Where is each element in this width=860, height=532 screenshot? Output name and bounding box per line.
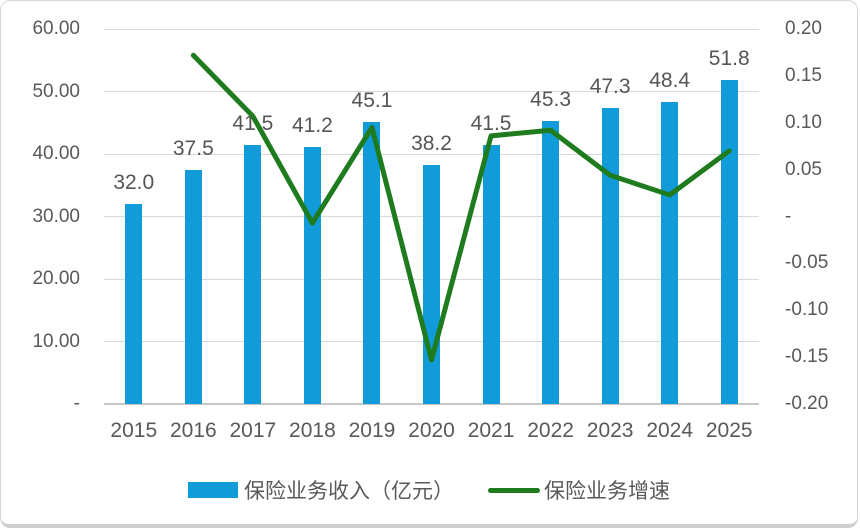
right-axis-tick: 0.10 — [785, 111, 822, 133]
right-axis-tick: 0.20 — [785, 18, 822, 39]
growth-line — [190, 52, 732, 363]
bar-value-label: 38.2 — [411, 132, 452, 156]
revenue-legend-label: 保险业务收入（亿元） — [244, 480, 454, 503]
left-axis-tick: 20.00 — [32, 268, 80, 289]
growth-legend-swatch — [488, 487, 540, 493]
revenue-bar — [125, 204, 143, 404]
x-axis-label: 2018 — [289, 419, 336, 442]
revenue-bar — [601, 108, 619, 404]
revenue-bar — [482, 144, 500, 404]
right-axis-tick: 0.05 — [785, 158, 822, 180]
x-axis-label: 2016 — [169, 419, 217, 442]
revenue-bar — [184, 169, 202, 404]
left-axis-tick: 10.00 — [32, 330, 80, 352]
revenue-legend-swatch — [188, 482, 238, 498]
left-axis-tick: 50.00 — [32, 80, 80, 102]
growth-legend-label: 保险业务增速 — [544, 480, 670, 503]
x-axis-label: 2023 — [586, 419, 634, 442]
left-axis-tick: 40.00 — [32, 143, 80, 164]
right-axis-tick: -0.15 — [785, 346, 829, 368]
x-axis-line — [104, 403, 759, 405]
chart-legend: 保险业务收入（亿元） 保险业务增速 — [1, 473, 857, 507]
revenue-bar — [303, 146, 321, 404]
x-axis-label: 2022 — [527, 419, 574, 442]
legend-item-growth: 保险业务增速 — [488, 475, 670, 505]
revenue-bar — [363, 122, 381, 404]
legend-item-revenue: 保险业务收入（亿元） — [188, 475, 454, 505]
x-axis-label: 2020 — [408, 419, 455, 442]
right-axis-tick: -0.05 — [785, 252, 829, 274]
x-axis-label: 2019 — [348, 419, 396, 442]
right-axis-tick: -0.20 — [785, 393, 829, 414]
x-axis-label: 2021 — [467, 419, 515, 442]
left-axis-tick: 30.00 — [32, 205, 80, 227]
revenue-bar — [423, 165, 440, 404]
left-axis-tick: - — [73, 393, 80, 414]
x-axis-label: 2017 — [229, 419, 277, 442]
bar-value-label: 48.4 — [649, 68, 691, 92]
right-axis-tick: -0.10 — [785, 299, 829, 321]
revenue-bar — [244, 144, 262, 404]
left-axis-tick: 60.00 — [32, 18, 80, 39]
bar-value-label: 51.8 — [708, 47, 750, 71]
x-axis-label: 2015 — [110, 419, 158, 442]
revenue-bar — [661, 101, 679, 404]
x-axis-label: 2025 — [705, 419, 753, 442]
bar-value-label: 32.0 — [113, 171, 155, 194]
x-axis-label: 2024 — [646, 419, 694, 442]
right-axis-tick: - — [785, 205, 792, 227]
revenue-bar — [720, 80, 738, 404]
bar-value-label: 41.5 — [470, 111, 512, 135]
revenue-bar — [542, 120, 560, 404]
gridline — [104, 28, 759, 30]
bar-value-label: 45.1 — [351, 89, 393, 113]
bar-value-label: 41.2 — [291, 113, 333, 137]
right-axis-tick: 0.15 — [785, 64, 822, 86]
bar-value-label: 37.5 — [172, 136, 214, 160]
